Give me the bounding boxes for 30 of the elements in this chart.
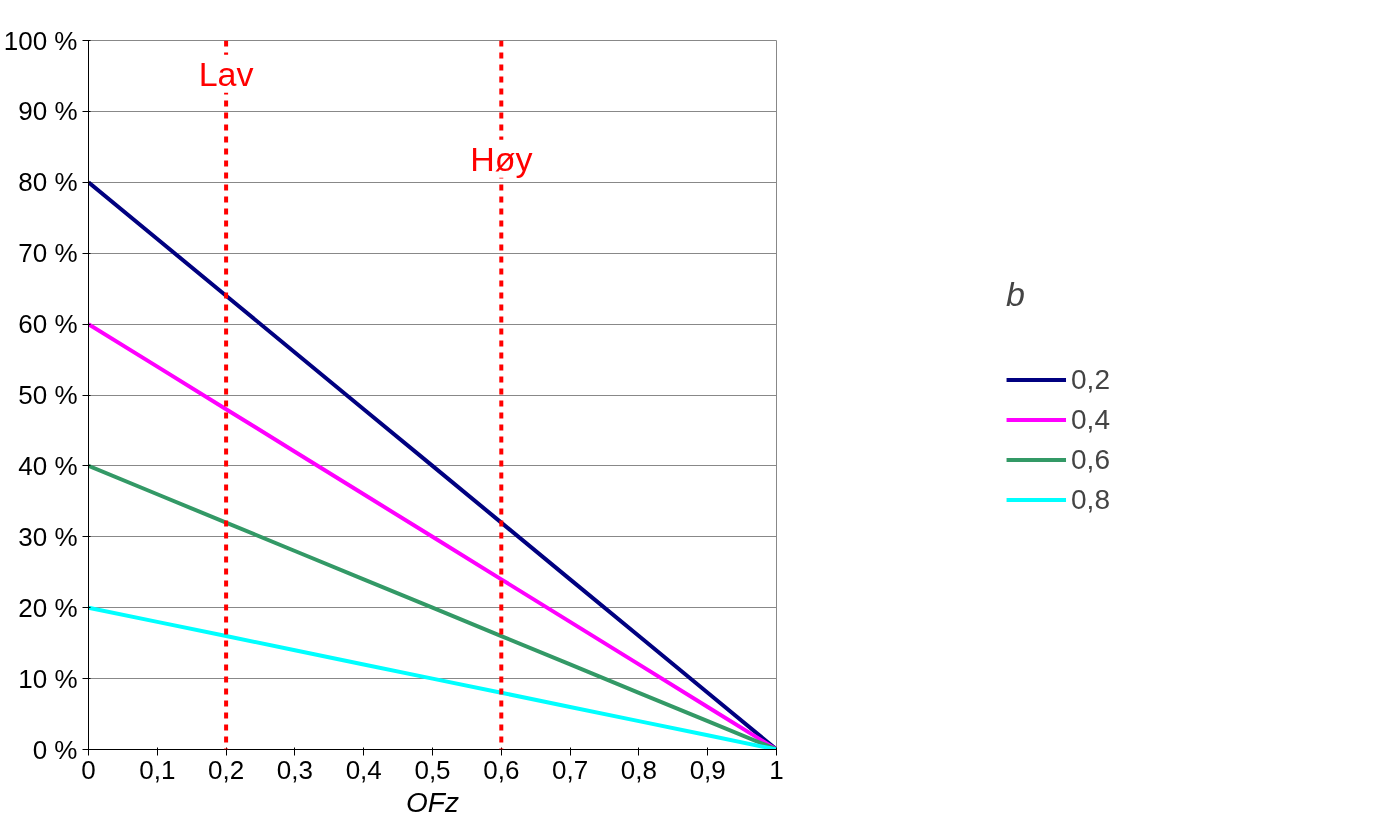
y-tick-label: 50 % [18, 380, 78, 410]
x-tick-label: 0,8 [620, 754, 657, 785]
y-tick-label: 70 % [18, 238, 78, 269]
y-tick-label: 0 % [32, 734, 78, 765]
legend-title: b [1006, 274, 1026, 313]
x-tick-label: 0,1 [139, 754, 176, 785]
y-tick-label: 100 % [3, 25, 78, 56]
x-tick-label: 1 [769, 754, 784, 785]
y-tick-label: 60 % [18, 309, 78, 340]
x-tick-label: 0,6 [483, 754, 520, 785]
y-tick-label: 30 % [18, 521, 78, 552]
x-tick-label: 0,2 [208, 754, 245, 785]
y-tick-label: 20 % [18, 592, 78, 623]
x-tick-label: 0,3 [276, 754, 313, 785]
x-tick-label: 0,4 [345, 754, 382, 785]
legend-label: 0,2 [1071, 363, 1110, 395]
x-tick-label: 0,5 [414, 754, 451, 785]
ref-line-label: Lav [198, 54, 254, 93]
x-tick-label: 0,7 [552, 754, 589, 785]
x-tick-label: 0,9 [689, 754, 726, 785]
legend-label: 0,6 [1071, 443, 1110, 475]
ref-line-label: Høy [470, 139, 533, 178]
y-tick-label: 40 % [18, 450, 78, 481]
x-axis-title: OFz [406, 786, 459, 818]
legend-label: 0,4 [1071, 403, 1110, 435]
legend-label: 0,8 [1071, 483, 1110, 515]
y-tick-label: 90 % [18, 96, 78, 127]
x-tick-label: 0 [81, 754, 96, 785]
y-tick-label: 10 % [18, 663, 78, 694]
y-tick-label: 80 % [18, 167, 78, 198]
